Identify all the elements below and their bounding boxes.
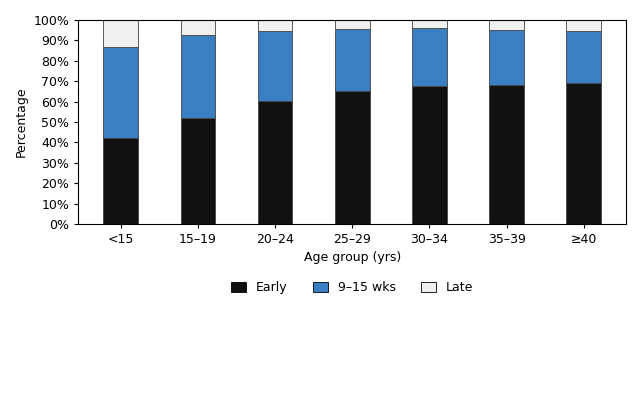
Bar [103, 46, 138, 138]
Bar [567, 20, 601, 31]
Bar [103, 20, 138, 46]
Bar [489, 85, 524, 224]
Bar [258, 101, 292, 224]
Bar [181, 35, 215, 118]
Bar [412, 20, 447, 28]
Bar [258, 20, 292, 31]
Bar [567, 83, 601, 224]
Bar [103, 138, 138, 224]
Bar [181, 20, 215, 35]
Bar [489, 20, 524, 30]
Bar [567, 31, 601, 83]
Bar [258, 31, 292, 101]
Y-axis label: Percentage: Percentage [15, 86, 28, 157]
Bar [489, 30, 524, 85]
X-axis label: Age group (yrs): Age group (yrs) [304, 252, 401, 264]
Bar [335, 29, 370, 91]
Bar [335, 91, 370, 224]
Bar [412, 86, 447, 224]
Legend: Early, 9–15 wks, Late: Early, 9–15 wks, Late [226, 276, 478, 299]
Bar [412, 28, 447, 86]
Bar [181, 118, 215, 224]
Bar [335, 20, 370, 29]
